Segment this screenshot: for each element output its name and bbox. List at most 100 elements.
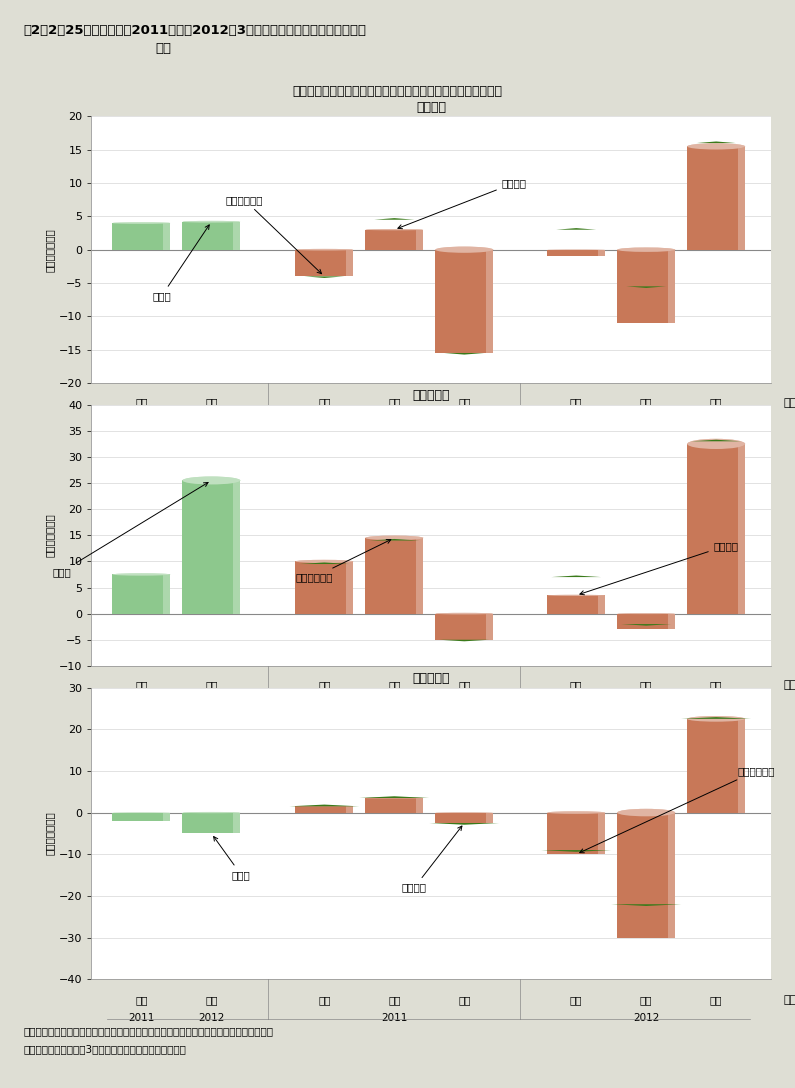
Bar	[346, 561, 353, 614]
Polygon shape	[551, 576, 601, 577]
Text: 2012: 2012	[633, 696, 659, 706]
Title: 中通り地域: 中通り地域	[413, 390, 450, 403]
Bar	[366, 537, 423, 614]
Text: 2012: 2012	[198, 696, 224, 706]
Bar	[687, 719, 745, 813]
Ellipse shape	[295, 249, 353, 250]
Bar	[112, 813, 170, 821]
Polygon shape	[359, 796, 429, 798]
Ellipse shape	[182, 221, 240, 223]
Text: 県外: 県外	[458, 996, 471, 1005]
Bar	[182, 481, 240, 614]
Bar	[668, 249, 675, 323]
Bar	[366, 798, 423, 813]
Text: 県内: 県内	[388, 996, 401, 1005]
Bar	[598, 249, 605, 257]
Text: 県内: 県内	[640, 996, 653, 1005]
Title: 会津地域: 会津地域	[417, 101, 446, 114]
Title: 浜通り地域: 浜通り地域	[413, 672, 450, 685]
Text: 第2－2－25図　福島県の2011年及び2012年3月卒高校・中学新卒者数の地域別: 第2－2－25図 福島県の2011年及び2012年3月卒高校・中学新卒者数の地域…	[24, 24, 366, 37]
Bar	[163, 813, 170, 821]
Bar	[738, 719, 745, 813]
Bar	[617, 249, 675, 323]
Text: 合計: 合計	[570, 680, 583, 690]
Bar	[486, 614, 493, 640]
Bar	[436, 249, 493, 353]
Text: 県外: 県外	[458, 680, 471, 690]
Ellipse shape	[436, 247, 493, 252]
Text: 2012: 2012	[198, 1013, 224, 1023]
Ellipse shape	[436, 613, 493, 615]
Text: 県外: 県外	[710, 996, 723, 1005]
Bar	[163, 574, 170, 614]
Text: 2011: 2011	[381, 413, 408, 423]
Bar	[366, 230, 423, 249]
Text: 県内: 県内	[640, 397, 653, 408]
Y-axis label: （前年比、％）: （前年比、％）	[45, 227, 55, 272]
Text: 就職希望者数: 就職希望者数	[296, 540, 391, 582]
Text: 2012: 2012	[633, 1013, 659, 1023]
Bar	[112, 223, 170, 249]
Text: 就職希望者数: 就職希望者数	[226, 195, 321, 274]
Text: 県外: 県外	[710, 397, 723, 408]
Ellipse shape	[366, 230, 423, 231]
Ellipse shape	[366, 230, 423, 231]
Text: 震災後、中通り地域を中心に県外への求職者、内定者数が増加: 震災後、中通り地域を中心に県外への求職者、内定者数が増加	[293, 85, 502, 98]
Bar	[295, 561, 353, 614]
Polygon shape	[691, 440, 741, 442]
Ellipse shape	[182, 477, 240, 484]
Text: （備考）　１．福島労働局「新規高等学校卒業者の職業紹介状況について」により作成。: （備考） １．福島労働局「新規高等学校卒業者の職業紹介状況について」により作成。	[24, 1026, 273, 1036]
Text: 県内: 県内	[388, 680, 401, 690]
Ellipse shape	[617, 247, 675, 252]
Text: 県内: 県内	[135, 996, 148, 1005]
Bar	[346, 806, 353, 813]
Ellipse shape	[366, 535, 423, 540]
Bar	[617, 614, 675, 629]
Text: （年）: （年）	[783, 996, 795, 1005]
Polygon shape	[304, 276, 344, 277]
Ellipse shape	[112, 573, 170, 576]
Y-axis label: （前年比、％）: （前年比、％）	[45, 514, 55, 557]
Ellipse shape	[112, 222, 170, 224]
Text: 県内: 県内	[205, 996, 218, 1005]
Ellipse shape	[112, 222, 170, 224]
Ellipse shape	[617, 247, 675, 252]
Bar	[668, 813, 675, 938]
Text: 2011: 2011	[381, 696, 408, 706]
Text: 内定者数: 内定者数	[401, 826, 462, 892]
Polygon shape	[440, 640, 489, 641]
Text: 県内: 県内	[388, 397, 401, 408]
Ellipse shape	[295, 560, 353, 562]
Text: 合計: 合計	[570, 996, 583, 1005]
Ellipse shape	[547, 595, 605, 596]
Bar	[486, 249, 493, 353]
Bar	[436, 614, 493, 640]
Polygon shape	[621, 625, 671, 626]
Bar	[346, 249, 353, 276]
Polygon shape	[696, 141, 736, 143]
Text: 2011: 2011	[128, 696, 154, 706]
Polygon shape	[611, 904, 681, 906]
Text: 合計: 合計	[318, 397, 331, 408]
Text: 合計: 合計	[570, 397, 583, 408]
Text: 県内: 県内	[205, 397, 218, 408]
Bar	[233, 813, 240, 833]
Text: 2012: 2012	[633, 413, 659, 423]
Polygon shape	[444, 353, 484, 355]
Bar	[182, 813, 240, 833]
Text: 2012: 2012	[198, 413, 224, 423]
Bar	[416, 230, 423, 249]
Ellipse shape	[687, 144, 745, 149]
Bar	[295, 249, 353, 276]
Text: ２．数値は3月末時点の数値を使用している。: ２．数値は3月末時点の数値を使用している。	[24, 1044, 187, 1054]
Polygon shape	[429, 823, 499, 825]
Text: 県内: 県内	[205, 680, 218, 690]
Ellipse shape	[617, 808, 675, 816]
Bar	[295, 806, 353, 813]
Bar	[687, 444, 745, 614]
Ellipse shape	[182, 477, 240, 484]
Text: 合計: 合計	[318, 680, 331, 690]
Text: 県内: 県内	[135, 680, 148, 690]
Ellipse shape	[436, 613, 493, 615]
Ellipse shape	[182, 221, 240, 223]
